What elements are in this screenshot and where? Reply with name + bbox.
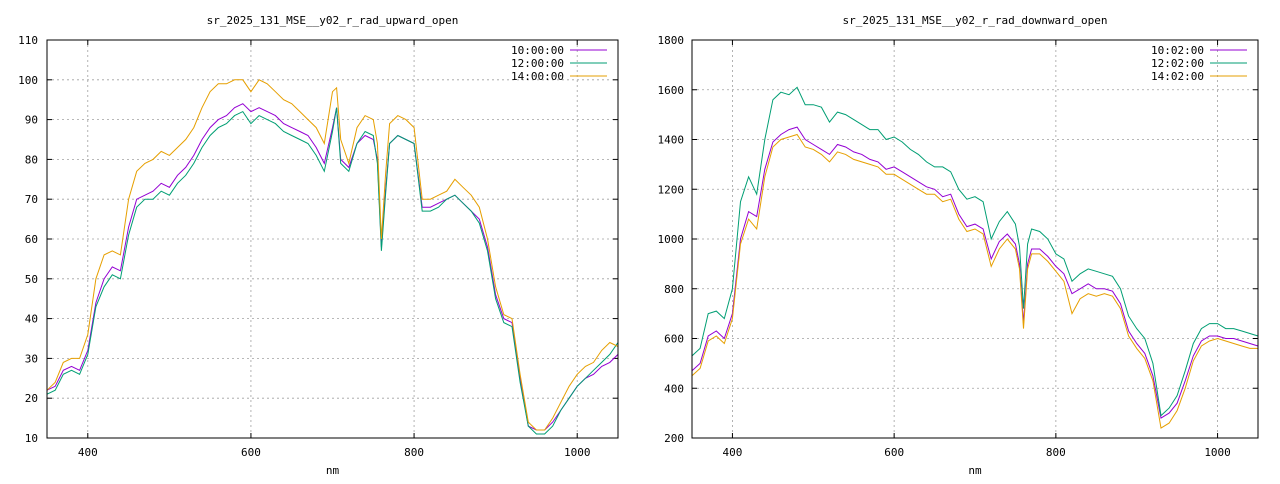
legend-label: 10:00:00 [511, 44, 564, 57]
x-tick-label: 1000 [1204, 446, 1231, 459]
x-axis-label: nm [326, 464, 340, 477]
series-line-3 [46, 79, 619, 431]
y-tick-label: 1600 [658, 84, 685, 97]
x-tick-label: 800 [1046, 446, 1066, 459]
x-tick-label: 400 [722, 446, 742, 459]
plot-area [46, 39, 619, 439]
y-tick-label: 100 [18, 74, 38, 87]
x-tick-label: 600 [241, 446, 261, 459]
chart-downward: sr_2025_131_MSE__y02_r_rad_downward_open… [658, 14, 1259, 477]
legend-label: 14:02:00 [1151, 70, 1204, 83]
y-tick-label: 800 [664, 283, 684, 296]
chart-upward: sr_2025_131_MSE__y02_r_rad_upward_open 10… [18, 14, 619, 477]
legend-label: 12:02:00 [1151, 57, 1204, 70]
y-tick-label: 90 [25, 114, 38, 127]
y-tick-label: 110 [18, 34, 38, 47]
y-tick-label: 70 [25, 193, 38, 206]
y-tick-label: 200 [664, 432, 684, 445]
legend-label: 14:00:00 [511, 70, 564, 83]
y-tick-label: 10 [25, 432, 38, 445]
y-tick-label: 1000 [658, 233, 685, 246]
legend-label: 10:02:00 [1151, 44, 1204, 57]
x-tick-label: 600 [884, 446, 904, 459]
plot-area [691, 39, 1259, 439]
y-tick-label: 40 [25, 313, 38, 326]
y-tick-label: 1400 [658, 134, 685, 147]
series-line-2 [46, 107, 619, 435]
series-line-1 [691, 126, 1259, 419]
y-tick-label: 600 [664, 333, 684, 346]
y-tick-label: 30 [25, 352, 38, 365]
series-line-3 [691, 133, 1258, 429]
x-tick-label: 1000 [564, 446, 591, 459]
series-line-1 [46, 103, 619, 431]
y-tick-label: 80 [25, 153, 38, 166]
series-line-2 [691, 86, 1259, 417]
y-tick-label: 1200 [658, 183, 685, 196]
y-tick-label: 50 [25, 273, 38, 286]
chart-title: sr_2025_131_MSE__y02_r_rad_upward_open [207, 14, 459, 27]
chart-title: sr_2025_131_MSE__y02_r_rad_downward_open [843, 14, 1108, 27]
x-axis-label: nm [968, 464, 982, 477]
legend-label: 12:00:00 [511, 57, 564, 70]
y-tick-label: 1800 [658, 34, 685, 47]
y-tick-label: 20 [25, 392, 38, 405]
x-tick-label: 800 [404, 446, 424, 459]
y-tick-label: 60 [25, 233, 38, 246]
y-tick-label: 400 [664, 382, 684, 395]
x-tick-label: 400 [78, 446, 98, 459]
